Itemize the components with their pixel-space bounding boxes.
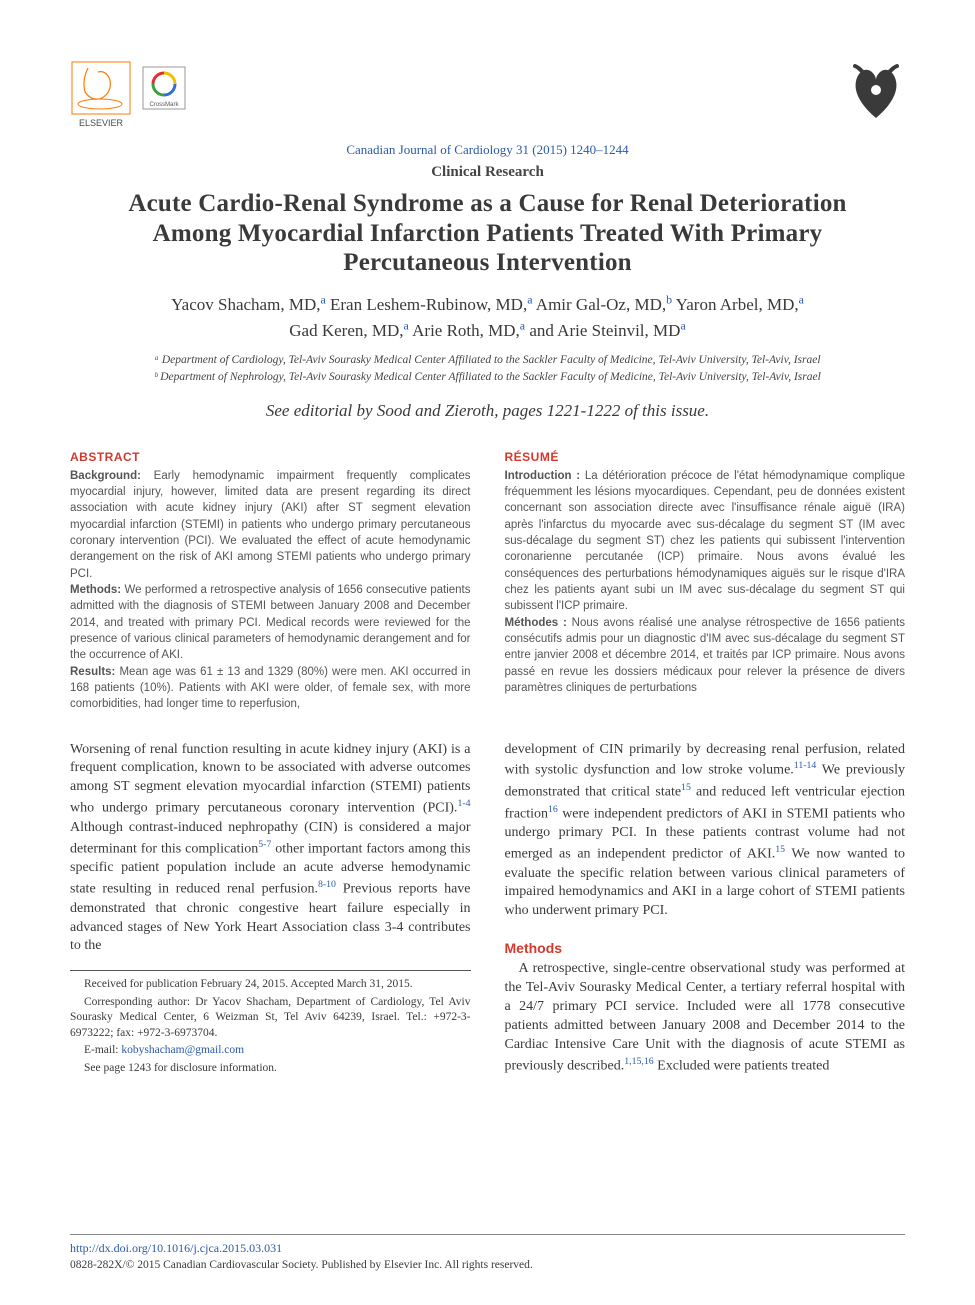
abstract-en-results-label: Results: xyxy=(70,666,115,678)
abstract-french: RÉSUMÉ Introduction : La détérioration p… xyxy=(505,449,906,713)
crossmark-badge[interactable]: CrossMark xyxy=(142,66,186,110)
abstract-fr-methods-label: Méthodes : xyxy=(505,617,567,629)
authors-line-1: Yacov Shacham, MD,a Eran Leshem-Rubinow,… xyxy=(171,295,804,314)
page-footer: http://dx.doi.org/10.1016/j.cjca.2015.03… xyxy=(70,1234,905,1271)
journal-reference: Canadian Journal of Cardiology 31 (2015)… xyxy=(70,142,905,158)
email-link[interactable]: kobyshacham@gmail.com xyxy=(121,1044,244,1056)
footnotes: Received for publication February 24, 20… xyxy=(70,977,471,1076)
abstract-en-results: Mean age was 61 ± 13 and 1329 (80%) were… xyxy=(70,666,471,711)
journal-heart-logo xyxy=(847,60,905,126)
email-line: E-mail: kobyshacham@gmail.com xyxy=(70,1043,471,1059)
copyright-line: 0828-282X/© 2015 Canadian Cardiovascular… xyxy=(70,1259,905,1271)
received-date: Received for publication February 24, 20… xyxy=(70,977,471,993)
body-column-right: development of CIN primarily by decreasi… xyxy=(505,741,906,1079)
authors-block: Yacov Shacham, MD,a Eran Leshem-Rubinow,… xyxy=(90,292,885,345)
intro-continued: development of CIN primarily by decreasi… xyxy=(505,741,906,922)
abstract-fr-intro: La détérioration précoce de l'état hémod… xyxy=(505,470,906,613)
abstract-english: ABSTRACT Background: Early hemodynamic i… xyxy=(70,449,471,713)
doi-link[interactable]: http://dx.doi.org/10.1016/j.cjca.2015.03… xyxy=(70,1241,282,1255)
body-column-left: Worsening of renal function resulting in… xyxy=(70,741,471,1079)
abstract-fr-intro-label: Introduction : xyxy=(505,470,581,482)
affiliation-a: ᵃ Department of Cardiology, Tel-Aviv Sou… xyxy=(70,352,905,369)
corresponding-author: Corresponding author: Dr Yacov Shacham, … xyxy=(70,995,471,1042)
abstract-en-bg-label: Background: xyxy=(70,470,141,482)
article-title: Acute Cardio-Renal Syndrome as a Cause f… xyxy=(100,189,875,278)
authors-line-2: Gad Keren, MD,a Arie Roth, MD,a and Arie… xyxy=(289,321,685,340)
body-row: Worsening of renal function resulting in… xyxy=(70,741,905,1079)
svg-text:ELSEVIER: ELSEVIER xyxy=(79,118,124,128)
header-logo-row: ELSEVIER CrossMark xyxy=(70,60,905,138)
methods-heading: Methods xyxy=(505,939,906,958)
abstract-en-methods-label: Methods: xyxy=(70,584,121,596)
intro-paragraph: Worsening of renal function resulting in… xyxy=(70,741,471,957)
abstract-row: ABSTRACT Background: Early hemodynamic i… xyxy=(70,449,905,713)
abstract-en-methods: We performed a retrospective analysis of… xyxy=(70,584,471,661)
abstract-en-bg: Early hemodynamic impairment frequently … xyxy=(70,470,471,580)
svg-text:CrossMark: CrossMark xyxy=(149,102,179,108)
methods-paragraph: A retrospective, single-centre observati… xyxy=(505,960,906,1076)
section-type: Clinical Research xyxy=(70,164,905,181)
abstract-en-heading: ABSTRACT xyxy=(70,449,471,466)
affiliations: ᵃ Department of Cardiology, Tel-Aviv Sou… xyxy=(70,352,905,387)
footer-divider xyxy=(70,1234,905,1235)
abstract-fr-heading: RÉSUMÉ xyxy=(505,449,906,466)
editorial-note: See editorial by Sood and Zieroth, pages… xyxy=(70,401,905,421)
footnote-divider xyxy=(70,970,471,971)
affiliation-b: ᵇ Department of Nephrology, Tel-Aviv Sou… xyxy=(70,369,905,386)
elsevier-logo: ELSEVIER xyxy=(70,60,132,130)
disclosure-note: See page 1243 for disclosure information… xyxy=(70,1061,471,1077)
